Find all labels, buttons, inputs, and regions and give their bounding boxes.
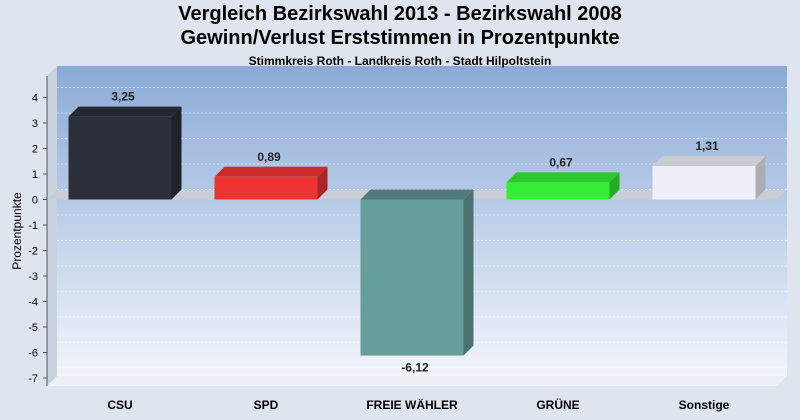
plot-left-wall	[47, 66, 57, 386]
bar-side	[609, 172, 620, 200]
y-tick-label: -3	[28, 271, 38, 283]
chart-title: Vergleich Bezirkswahl 2013 - Bezirkswahl…	[178, 3, 622, 25]
y-tick-label: -1	[28, 220, 38, 232]
bar-csu	[68, 106, 182, 200]
bar-freie-wähler	[360, 189, 474, 356]
data-label: 0,67	[549, 155, 573, 169]
bar-side	[755, 156, 766, 200]
x-tick-label: SPD	[254, 398, 279, 412]
bar	[652, 166, 756, 200]
bar-top	[652, 156, 766, 167]
y-tick-label: -7	[28, 373, 38, 385]
bar-spd	[214, 166, 328, 200]
bar-side	[171, 106, 182, 200]
bar-top	[68, 106, 182, 117]
bar	[214, 176, 318, 200]
chart-subtitle: Gewinn/Verlust Erststimmen in Prozentpun…	[180, 27, 620, 49]
data-label: -6,12	[401, 361, 429, 375]
bar	[506, 182, 610, 200]
bar-sonstige	[652, 156, 766, 200]
bar-grüne	[506, 172, 620, 200]
x-tick-label: FREIE WÄHLER	[366, 397, 458, 412]
y-tick-label: -5	[28, 322, 38, 334]
y-axis-label: Prozentpunkte	[10, 192, 24, 270]
y-tick-label: -4	[28, 297, 38, 309]
data-label: 0,89	[257, 150, 281, 164]
y-tick-label: 2	[32, 144, 38, 156]
x-tick-label: Sonstige	[679, 398, 730, 412]
y-tick-label: 4	[32, 93, 38, 105]
plot-floor	[47, 376, 787, 386]
x-tick-label: GRÜNE	[536, 397, 579, 412]
y-tick-label: 0	[32, 195, 38, 207]
chart-caption: Stimmkreis Roth - Landkreis Roth - Stadt…	[248, 54, 552, 68]
bar	[68, 116, 172, 200]
bar-side	[463, 189, 474, 356]
y-tick-label: 1	[32, 169, 38, 181]
bar-top	[360, 189, 474, 200]
data-label: 1,31	[695, 139, 719, 153]
bar-top	[214, 166, 328, 177]
bar-top	[506, 172, 620, 183]
data-label: 3,25	[111, 90, 135, 104]
bar	[360, 199, 464, 356]
y-tick-label: -6	[28, 348, 38, 360]
x-tick-label: CSU	[107, 398, 132, 412]
y-tick-label: 3	[32, 118, 38, 130]
bar-side	[317, 166, 328, 200]
y-tick-label: -2	[28, 246, 38, 258]
